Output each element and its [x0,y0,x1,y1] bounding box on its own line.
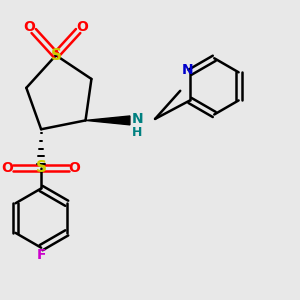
Text: N: N [182,63,194,77]
Text: O: O [23,20,35,34]
Text: S: S [36,160,46,175]
Text: S: S [50,48,62,63]
Text: F: F [36,248,46,262]
Polygon shape [85,116,130,125]
Text: O: O [69,161,80,175]
Text: H: H [131,126,142,139]
Text: O: O [76,20,88,34]
Text: O: O [2,161,14,175]
Text: N: N [131,112,143,126]
